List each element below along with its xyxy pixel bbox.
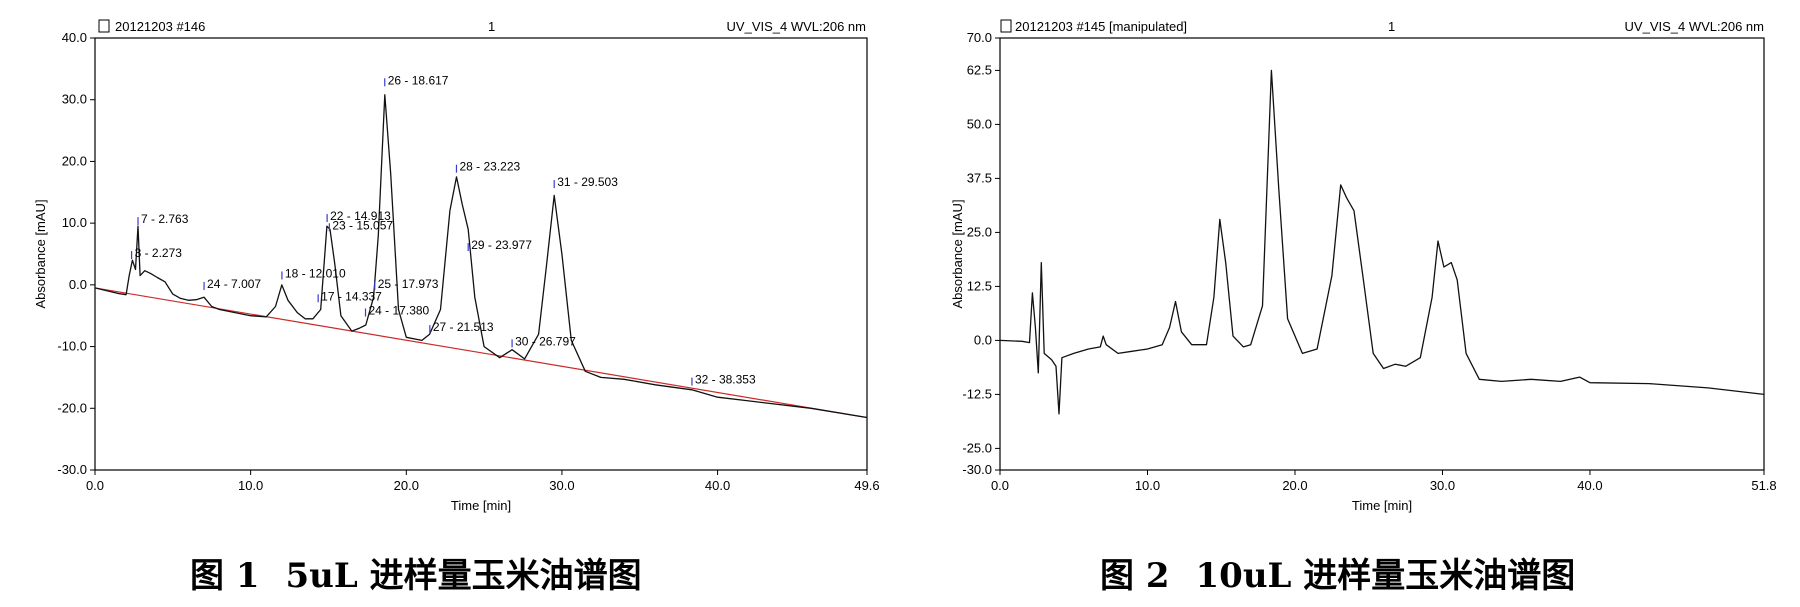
chart-2-channel: 1 [1388,19,1395,34]
figure-1-caption: 图 1 5uL 进样量玉米油谱图 [190,548,642,597]
chart-1-signal-line [94,94,868,419]
chart-2-ytick-label: 0.0 [974,332,992,347]
chart-1-peak-label: 31 - 29.503 [557,175,618,189]
chart-2-signal-line [999,69,1765,415]
chart-2-xtick-label: 10.0 [1135,478,1160,493]
chart-1-title: 20121203 #146 [115,19,205,34]
chart-2-xtick-label: 51.8 [1751,478,1776,493]
chart-1-peak-label: 24 - 7.007 [207,277,261,291]
chart-1-plot: 7 - 2.763 3 - 2.273 26 - 18.617 28 - 23.223… [94,73,868,419]
chart-2-detector: UV_VIS_4 WVL:206 nm [1625,19,1764,34]
chart-1-peak-label: 27 - 21.513 [433,320,494,334]
chart-1-xlabel: Time [min] [451,498,511,513]
chart-1-xtick-label: 0.0 [86,478,104,493]
chart-1-xtick-label: 20.0 [394,478,419,493]
chart-1-ytick-label: -30.0 [57,462,87,477]
chart-1-peak-label: 17 - 14.337 [321,289,382,303]
chart-1-ytick-label: 40.0 [62,30,87,45]
chart-2-xtick-label: 30.0 [1430,478,1455,493]
chart-2-xlabel: Time [min] [1352,498,1412,513]
chart-1-ticks: 0.0 10.0 20.0 30.0 40.0 49.6 -30.0 -20.0 -10.0 0.… [57,30,879,493]
chart-2-xtick-label: 40.0 [1577,478,1602,493]
figure-1-text: 5uL 进样量玉米油谱图 [285,556,642,596]
chart-1-peak-label: 26 - 18.617 [388,73,449,87]
chart-1-ytick-label: -20.0 [57,400,87,415]
figure-2-number: 图 2 [1100,556,1170,596]
chart-1-ylabel: Absorbance [mAU] [33,199,48,308]
chart-1-ytick-label: -10.0 [57,339,87,354]
chart-2-ylabel: Absorbance [mAU] [950,199,965,308]
chart-2-title: 20121203 #145 [manipulated] [1015,19,1187,34]
chart-1-baseline [94,287,868,419]
chart-1-ytick-label: 20.0 [62,153,87,168]
figure-2-caption: 图 2 10uL 进样量玉米油谱图 [1100,548,1575,597]
chart-1-peak-label: 3 - 2.273 [135,246,183,260]
chart-1-peak-label: 24 - 17.380 [369,303,430,317]
chart-2-ytick-label: -25.0 [962,440,992,455]
chart-2-ytick-label: 50.0 [967,116,992,131]
chart-1-doc-icon [98,19,110,33]
figure-2-text: 10uL 进样量玉米油谱图 [1195,556,1576,596]
chart-2-plot [999,69,1765,415]
chart-1-xtick-label: 30.0 [549,478,574,493]
chart-2-xtick-label: 0.0 [991,478,1009,493]
chart-1-5ul: 20121203 #146 1 UV_VIS_4 WVL:206 nm Time… [33,19,880,513]
figure-1-number: 图 1 [190,556,260,596]
chart-1-ytick-label: 30.0 [62,92,87,107]
chart-1-xtick-label: 40.0 [705,478,730,493]
chart-1-plot-frame [94,37,868,471]
chart-1-peak-label: 29 - 23.977 [471,238,532,252]
chart-1-peak-label: 30 - 26.797 [515,334,576,348]
chart-1-ytick-label: 10.0 [62,215,87,230]
chart-2-ytick-label: 37.5 [967,170,992,185]
chart-2-xtick-label: 20.0 [1282,478,1307,493]
chart-2-plot-frame [999,37,1765,471]
chart-2-ytick-label: -12.5 [962,386,992,401]
chart-1-channel: 1 [488,19,495,34]
chart-2-10ul: 20121203 #145 [manipulated] 1 UV_VIS_4 W… [950,19,1777,513]
chart-2-ytick-label: 70.0 [967,30,992,45]
chart-1-peak-label: 18 - 12.010 [285,266,346,280]
chart-1-xtick-label: 49.6 [854,478,879,493]
chart-1-detector: UV_VIS_4 WVL:206 nm [727,19,866,34]
chart-2-doc-icon [1000,19,1012,33]
chart-1-peak-label: 32 - 38.353 [695,373,756,387]
chart-1-peak-label: 7 - 2.763 [141,212,189,226]
chart-1-peak-label: 25 - 17.973 [378,277,439,291]
chart-1-xtick-label: 10.0 [238,478,263,493]
chart-1-peak-label: 28 - 23.223 [459,160,520,174]
chart-2-ytick-label: 25.0 [967,224,992,239]
chart-1-peak-label: 22 - 14.913 [330,209,391,223]
chart-2-ytick-label: -30.0 [962,462,992,477]
chart-1-peak-label: 23 - 15.057 [332,218,393,232]
chart-2-ticks: 0.0 10.0 20.0 30.0 40.0 51.8 -30.0 -25.0 -12.5 0.… [962,30,1776,493]
chart-2-ytick-label: 12.5 [967,278,992,293]
chart-2-ytick-label: 62.5 [967,62,992,77]
chart-1-ytick-label: 0.0 [69,277,87,292]
